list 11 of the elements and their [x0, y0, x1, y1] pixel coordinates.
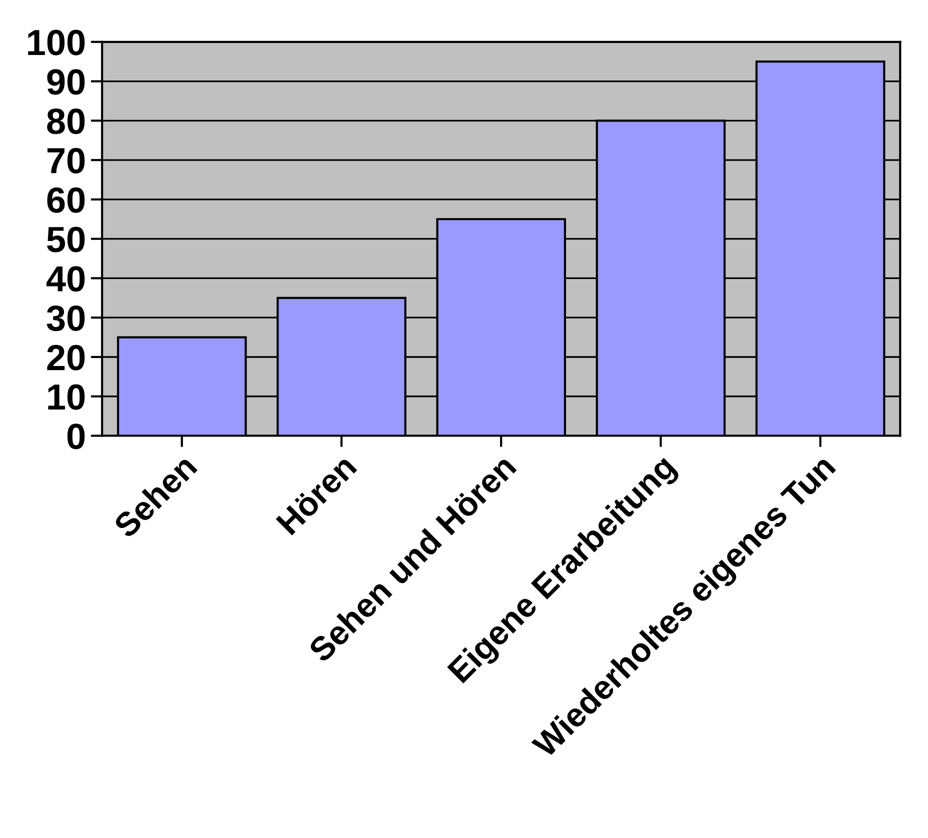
y-tick-label: 90	[47, 69, 85, 95]
y-tick-label: 0	[67, 424, 85, 450]
y-tick-label: 30	[46, 305, 85, 332]
y-tick-label: 50	[47, 226, 85, 252]
y-tick-label: 10	[48, 384, 85, 410]
y-tick-label: 60	[47, 187, 85, 213]
y-tick-label: 40	[46, 266, 85, 292]
y-tick-label: 20	[47, 344, 85, 370]
y-tick-label: 100	[28, 30, 85, 56]
y-tick-label: 70	[47, 148, 85, 174]
y-tick-label: 80	[47, 108, 85, 134]
